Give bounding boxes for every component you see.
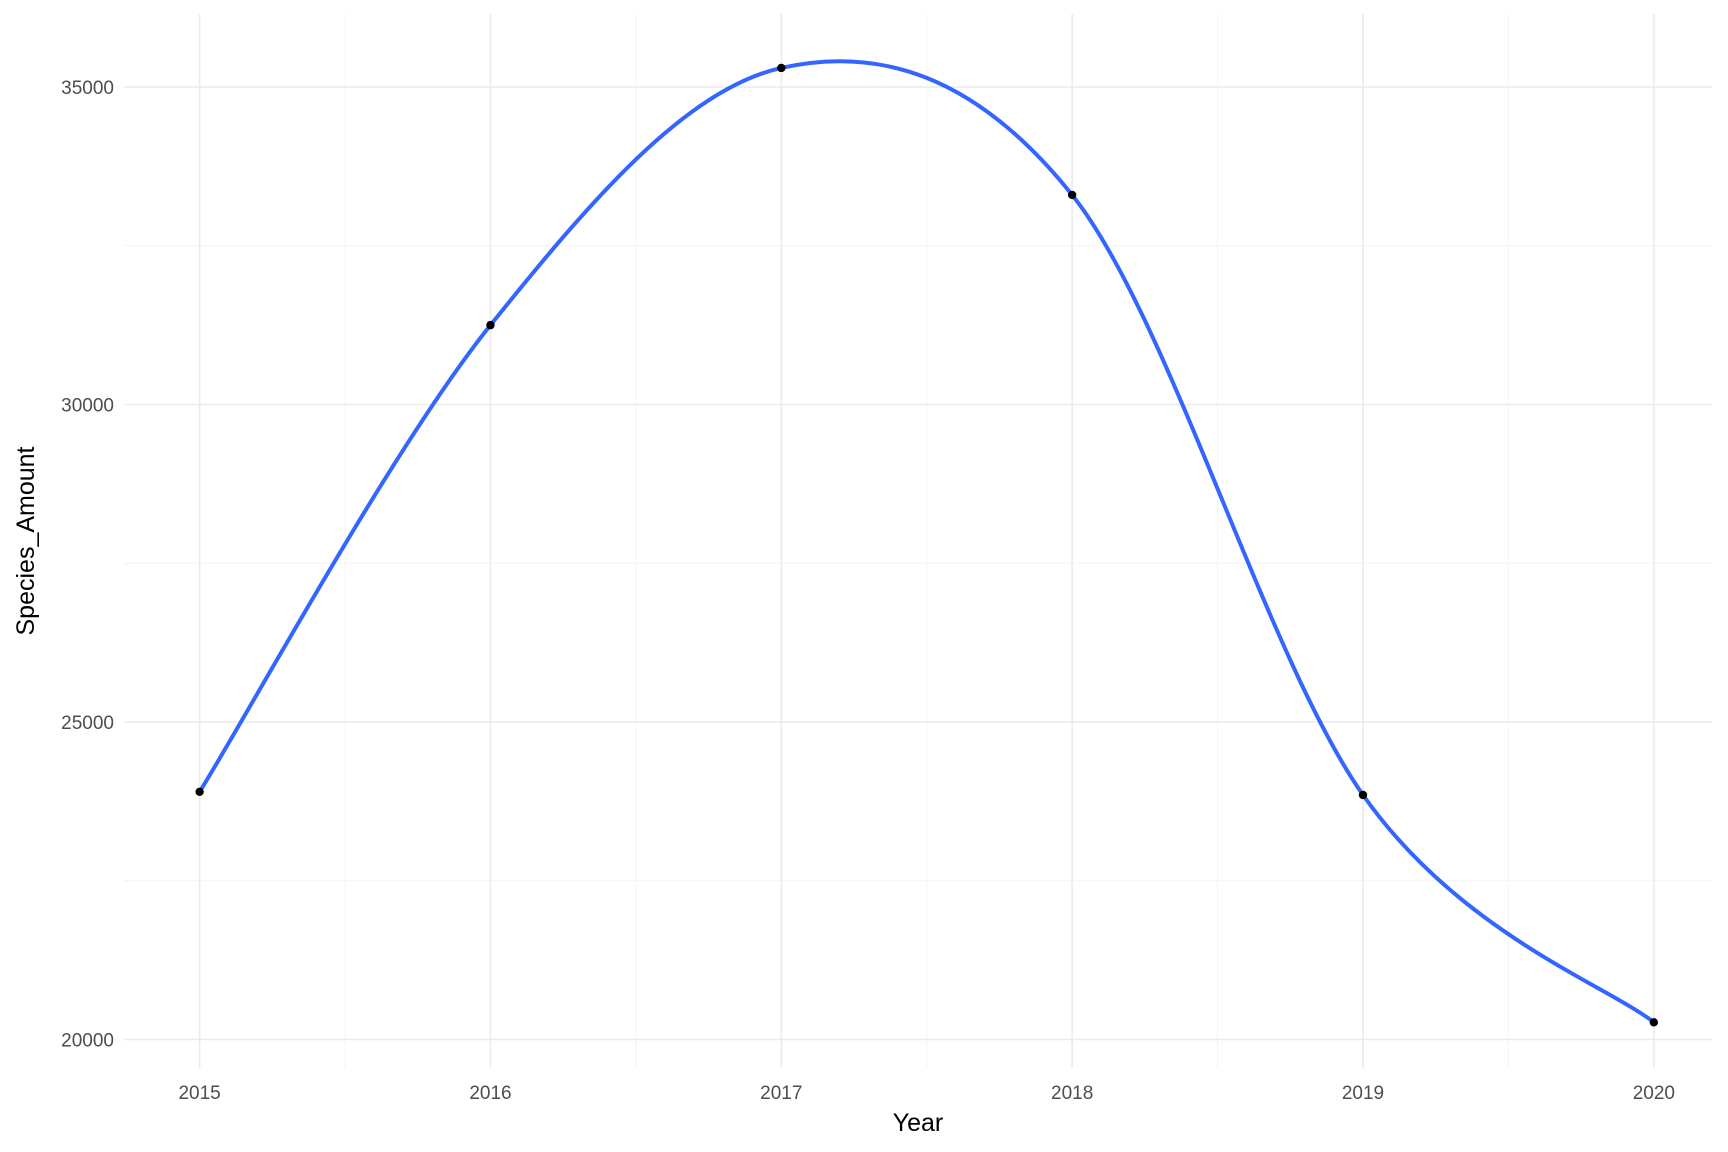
- x-axis-title: Year: [893, 1109, 944, 1137]
- data-point: [1067, 190, 1077, 200]
- x-axis-tick-labels: 2015 2016 2017 2018 2019 2020: [178, 1083, 1674, 1104]
- x-tick-label: 2015: [178, 1083, 220, 1104]
- x-tick-label: 2017: [760, 1083, 802, 1104]
- minor-gridlines: [124, 14, 1712, 1068]
- data-point: [195, 787, 204, 797]
- data-point: [1358, 790, 1368, 800]
- data-point: [1649, 1018, 1659, 1027]
- data-points: [195, 63, 1659, 1027]
- x-tick-label: 2016: [469, 1083, 511, 1104]
- data-point: [486, 320, 495, 330]
- x-tick-label: 2019: [1342, 1083, 1384, 1104]
- y-tick-label: 35000: [61, 78, 114, 99]
- y-tick-label: 30000: [61, 395, 114, 416]
- x-tick-label: 2020: [1633, 1083, 1675, 1104]
- y-axis-tick-labels: 20000 25000 30000 35000: [61, 78, 114, 1051]
- y-tick-label: 25000: [61, 713, 114, 734]
- y-axis-title: Species_Amount: [12, 446, 40, 635]
- y-tick-label: 20000: [61, 1030, 114, 1051]
- data-point: [777, 63, 786, 73]
- series-line: [197, 59, 1656, 1025]
- major-gridlines: [124, 14, 1712, 1068]
- x-tick-label: 2018: [1051, 1083, 1093, 1104]
